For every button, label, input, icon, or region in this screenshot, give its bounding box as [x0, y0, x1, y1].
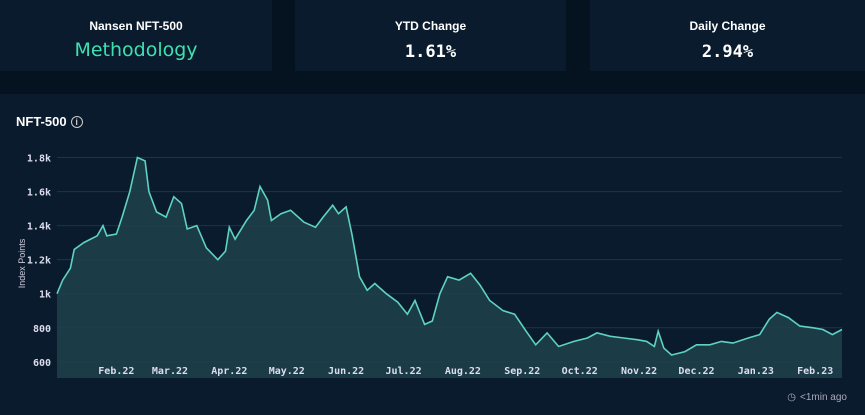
- chart-title-text: NFT-500: [16, 114, 67, 129]
- y-tick-label: 600: [33, 358, 51, 369]
- x-tick-label: Aug.22: [445, 366, 481, 377]
- y-tick-label: 800: [33, 324, 51, 335]
- last-updated: ◷ <1min ago: [787, 392, 847, 403]
- chart-title: NFT-500 i: [16, 114, 83, 129]
- x-tick-label: Mar.22: [152, 366, 188, 377]
- card-label: Daily Change: [689, 19, 766, 33]
- x-tick-label: Apr.22: [211, 366, 247, 377]
- x-tick-label: Sep.22: [504, 366, 540, 377]
- methodology-link[interactable]: Methodology: [74, 39, 198, 61]
- x-tick-label: Oct.22: [562, 366, 598, 377]
- x-tick-label: May.22: [269, 366, 305, 377]
- y-tick-label: 1.2k: [27, 256, 51, 267]
- series-line: [56, 156, 843, 356]
- card-nansen-nft-500: Nansen NFT-500 Methodology: [0, 0, 272, 71]
- y-tick-label: 1k: [39, 290, 51, 301]
- area-fill: [57, 157, 842, 378]
- y-axis-label: Index Points: [17, 238, 27, 288]
- x-tick-label: Feb.23: [797, 366, 833, 377]
- last-updated-text: <1min ago: [800, 392, 847, 403]
- ytd-change-value: 1.61%: [404, 42, 457, 62]
- x-tick-label: Nov.22: [621, 366, 657, 377]
- x-tick-label: Jun.22: [328, 366, 364, 377]
- card-label: YTD Change: [394, 19, 467, 33]
- daily-change-value: 2.94%: [701, 42, 754, 62]
- y-tick-label: 1.6k: [27, 188, 51, 199]
- x-tick-label: Feb.22: [98, 366, 134, 377]
- x-tick-label: Dec.22: [678, 366, 714, 377]
- card-daily-change: Daily Change 2.94%: [590, 0, 865, 71]
- card-ytd-change: YTD Change 1.61%: [295, 0, 566, 71]
- y-tick-label: 1.8k: [27, 154, 51, 165]
- x-tick-label: Jan.23: [738, 366, 774, 377]
- chart-panel: NFT-500 i 600 800 1k 1.2k 1.4k 1.6k 1.8k Feb.22…: [0, 94, 865, 415]
- y-tick-label: 1.4k: [27, 222, 51, 233]
- x-tick-label: Jul.22: [385, 366, 421, 377]
- clock-icon: ◷: [787, 392, 797, 403]
- card-label: Nansen NFT-500: [89, 19, 183, 33]
- nft-500-chart: 600 800 1k 1.2k 1.4k 1.6k 1.8k Feb.22 Mar.22 Apr.…: [17, 154, 843, 378]
- info-icon[interactable]: i: [70, 115, 83, 128]
